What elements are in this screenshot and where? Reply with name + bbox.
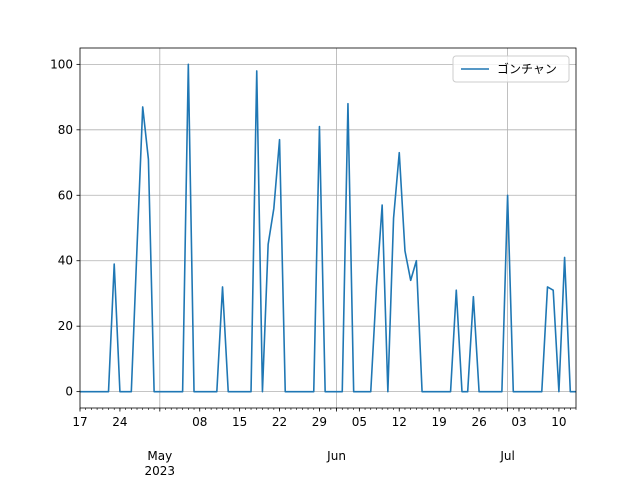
x-minor-tick-label: 03: [511, 415, 526, 429]
x-minor-tick-label: 26: [471, 415, 486, 429]
y-tick-label: 40: [58, 254, 73, 268]
x-minor-tick-label: 10: [551, 415, 566, 429]
x-minor-tick-label: 22: [272, 415, 287, 429]
y-tick-label: 60: [58, 188, 73, 202]
legend: ゴンチャン: [452, 55, 570, 83]
y-tick-label: 0: [65, 385, 73, 399]
x-minor-tick-label: 15: [232, 415, 247, 429]
x-major-tick-label: Jun: [326, 449, 346, 463]
x-major-tick-label: 2023: [145, 464, 176, 478]
x-minor-tick-label: 29: [312, 415, 327, 429]
x-minor-tick-label: 24: [112, 415, 127, 429]
y-tick-label: 100: [50, 57, 73, 71]
series-line: [80, 63, 576, 393]
x-minor-tick-label: 12: [392, 415, 407, 429]
x-minor-tick-label: 05: [352, 415, 367, 429]
x-minor-tick-label: 08: [192, 415, 207, 429]
legend-frame: [452, 55, 570, 83]
y-tick-label: 20: [58, 319, 73, 333]
x-minor-tick-label: 17: [72, 415, 87, 429]
x-major-tick-label: May: [147, 449, 172, 463]
x-minor-tick-label: 19: [432, 415, 447, 429]
axes-frame: [79, 47, 577, 409]
legend-entry-label: ゴンチャン: [497, 61, 557, 76]
series-lines: [80, 63, 576, 393]
y-tick-label: 80: [58, 123, 73, 137]
x-major-tick-label: Jul: [499, 449, 514, 463]
